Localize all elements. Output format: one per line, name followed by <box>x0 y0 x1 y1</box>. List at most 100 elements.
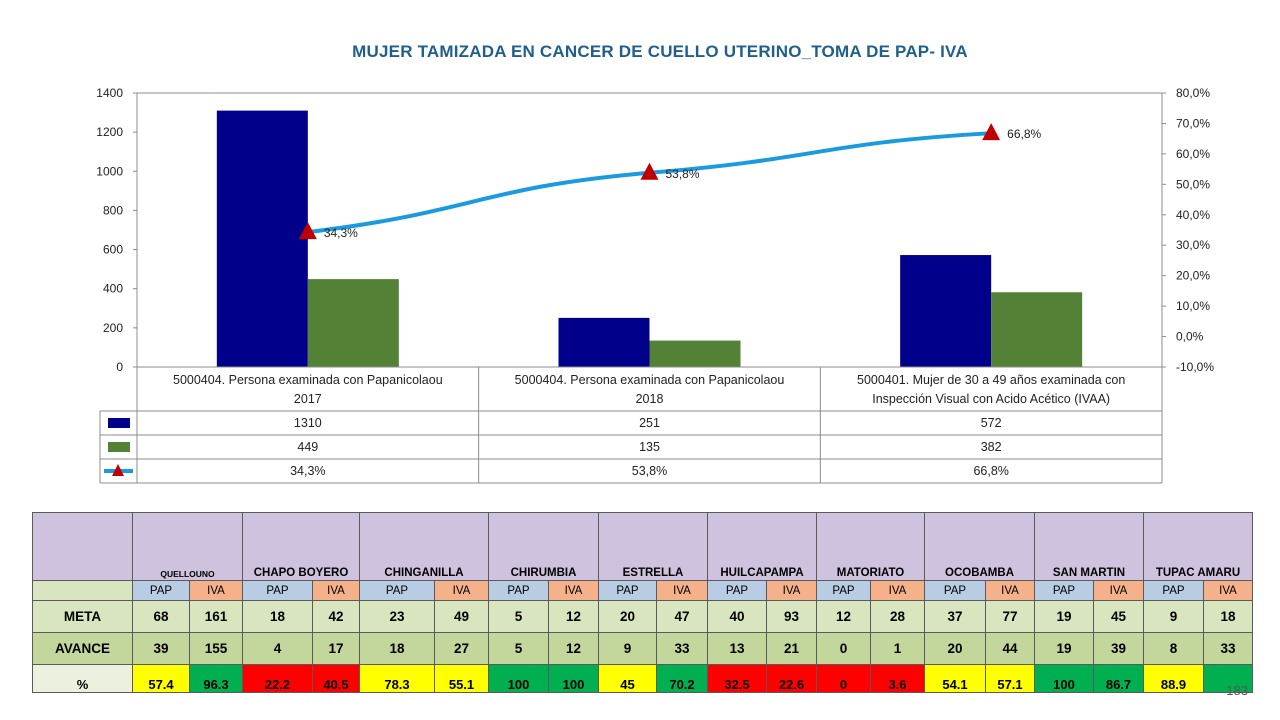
percent-cell: 100 <box>1034 664 1094 693</box>
district-header: CHAPO BOYERO <box>242 512 360 581</box>
table-value: 66,8% <box>973 464 1008 478</box>
category-label: 5000401. Mujer de 30 a 49 años examinada… <box>857 373 1125 387</box>
y-tick-label: 200 <box>103 321 123 335</box>
percent-cell: 70.2 <box>656 664 708 693</box>
percent-cell: 22.2 <box>242 664 313 693</box>
percent-marker-2 <box>640 162 659 180</box>
table-cell: 77 <box>985 600 1035 633</box>
table-cell: 17 <box>312 632 360 665</box>
table-cell: 45 <box>1093 600 1144 633</box>
table-value: 449 <box>297 440 318 454</box>
table-cell: 20 <box>598 600 657 633</box>
legend-key-series2 <box>108 442 130 452</box>
table-cell: 44 <box>985 632 1035 665</box>
table-cell: 12 <box>548 632 599 665</box>
district-header: CHIRUMBIA <box>488 512 599 581</box>
percent-cell: 55.1 <box>434 664 489 693</box>
pap-header: PAP <box>1143 580 1204 601</box>
district-header: OCOBAMBA <box>924 512 1035 581</box>
y-tick-label: 600 <box>103 243 123 257</box>
percent-cell: 78.3 <box>359 664 435 693</box>
table-cell: 37 <box>924 600 986 633</box>
percent-cell: 57.4 <box>132 664 190 693</box>
percent-cell: 40.5 <box>312 664 360 693</box>
row-label: AVANCE <box>32 632 133 665</box>
y2-tick-label: 10,0% <box>1176 299 1210 313</box>
district-header: MATORIATO <box>816 512 925 581</box>
table-cell: 33 <box>1203 632 1253 665</box>
table-cell: 12 <box>816 600 871 633</box>
pap-header: PAP <box>924 580 986 601</box>
y-tick-label: 1400 <box>96 86 123 100</box>
pap-header: PAP <box>488 580 549 601</box>
table-cell: 1 <box>870 632 925 665</box>
legend-key-marker <box>112 464 124 476</box>
combo-chart: 0 200 400 600 800 1000 1200 1400 -10,0% 0,0% 10,0%… <box>96 86 1214 484</box>
district-header: HUILCAPAMPA <box>707 512 817 581</box>
district-table: QUELLOUNO CHAPO BOYERO CHINGANILLA CHIRUMBI… <box>32 512 1253 693</box>
y2-tick-label: 20,0% <box>1176 269 1210 283</box>
table-value: 572 <box>981 416 1002 430</box>
percent-cell: 86.7 <box>1093 664 1144 693</box>
table-cell: 68 <box>132 600 190 633</box>
table-cell: 39 <box>1093 632 1144 665</box>
table-corner <box>32 512 133 581</box>
percent-cell: 100 <box>548 664 599 693</box>
y2-tick-label: 50,0% <box>1176 177 1210 191</box>
y2-tick-label: 80,0% <box>1176 86 1210 100</box>
table-cell: 161 <box>189 600 243 633</box>
category-label: 2018 <box>636 392 664 406</box>
table-value: 135 <box>639 440 660 454</box>
bar-series2-1 <box>307 279 399 367</box>
table-cell: 39 <box>132 632 190 665</box>
table-cell: 13 <box>707 632 767 665</box>
table-cell: 40 <box>707 600 767 633</box>
table-cell: 8 <box>1143 632 1204 665</box>
iva-header: IVA <box>1093 580 1144 601</box>
category-label: Inspección Visual con Acido Acético (IVA… <box>872 392 1110 406</box>
table-cell: 5 <box>488 600 549 633</box>
y-tick-label: 400 <box>103 282 123 296</box>
pap-header: PAP <box>132 580 190 601</box>
table-value: 53,8% <box>632 464 667 478</box>
percent-cell: 100 <box>488 664 549 693</box>
bar-series1-3 <box>900 255 992 367</box>
y-tick-label: 800 <box>103 203 123 217</box>
table-cell: 12 <box>548 600 599 633</box>
percent-marker-3 <box>982 123 1001 141</box>
table-cell: 47 <box>656 600 708 633</box>
iva-header: IVA <box>870 580 925 601</box>
percent-data-label: 66,8% <box>1007 127 1041 141</box>
table-cell: 18 <box>359 632 435 665</box>
percent-marker-1 <box>298 222 317 240</box>
pap-header: PAP <box>816 580 871 601</box>
pap-header: PAP <box>598 580 657 601</box>
iva-header: IVA <box>985 580 1035 601</box>
percent-data-label: 34,3% <box>324 226 358 240</box>
table-cell: 4 <box>242 632 313 665</box>
table-cell: 23 <box>359 600 435 633</box>
y2-tick-label: -10,0% <box>1176 360 1214 374</box>
table-cell: 19 <box>1034 632 1094 665</box>
percent-cell: 3.6 <box>870 664 925 693</box>
district-header: CHINGANILLA <box>359 512 489 581</box>
table-cell: 155 <box>189 632 243 665</box>
iva-header: IVA <box>766 580 817 601</box>
row-label-cell <box>32 580 133 601</box>
y2-tick-label: 60,0% <box>1176 147 1210 161</box>
category-label: 2017 <box>294 392 322 406</box>
table-cell: 19 <box>1034 600 1094 633</box>
pap-header: PAP <box>359 580 435 601</box>
iva-header: IVA <box>434 580 489 601</box>
table-cell: 18 <box>242 600 313 633</box>
table-cell: 20 <box>924 632 986 665</box>
y2-tick-label: 70,0% <box>1176 116 1210 130</box>
percent-cell: 57.1 <box>985 664 1035 693</box>
row-label: META <box>32 600 133 633</box>
table-cell: 33 <box>656 632 708 665</box>
table-value: 382 <box>981 440 1002 454</box>
bar-series2-3 <box>991 292 1083 367</box>
chart-title: MUJER TAMIZADA EN CANCER DE CUELLO UTERI… <box>352 42 968 61</box>
table-cell: 21 <box>766 632 817 665</box>
percent-data-label: 53,8% <box>666 167 700 181</box>
